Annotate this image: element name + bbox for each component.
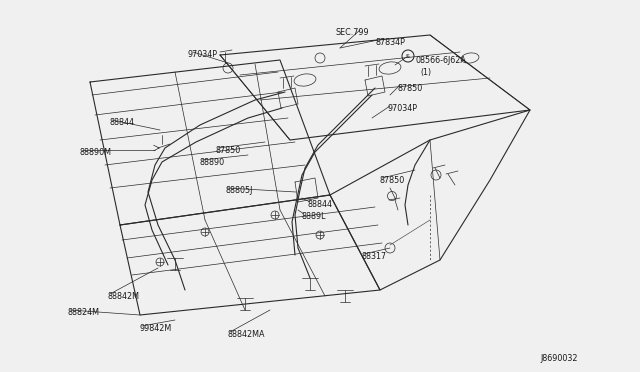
Text: SEC.799: SEC.799 — [335, 28, 369, 37]
Text: 08566-6J62A: 08566-6J62A — [415, 56, 466, 65]
Text: 88317: 88317 — [362, 252, 387, 261]
Text: 88824M: 88824M — [68, 308, 100, 317]
Text: 97034P: 97034P — [388, 104, 418, 113]
Text: 88844: 88844 — [308, 200, 333, 209]
Text: 88842MA: 88842MA — [228, 330, 266, 339]
Text: 87850: 87850 — [216, 146, 241, 155]
Text: 99842M: 99842M — [140, 324, 172, 333]
Text: 88890M: 88890M — [80, 148, 112, 157]
Text: 88842M: 88842M — [108, 292, 140, 301]
Text: 88890: 88890 — [200, 158, 225, 167]
Text: S: S — [406, 54, 410, 58]
Text: 87850: 87850 — [398, 84, 423, 93]
Text: 87834P: 87834P — [375, 38, 405, 47]
Text: 8889L: 8889L — [302, 212, 326, 221]
Text: 88805J: 88805J — [225, 186, 252, 195]
Text: 97034P: 97034P — [188, 50, 218, 59]
Text: 88844: 88844 — [110, 118, 135, 127]
Text: 87850: 87850 — [380, 176, 405, 185]
Text: (1): (1) — [420, 68, 431, 77]
Text: J8690032: J8690032 — [540, 354, 577, 363]
